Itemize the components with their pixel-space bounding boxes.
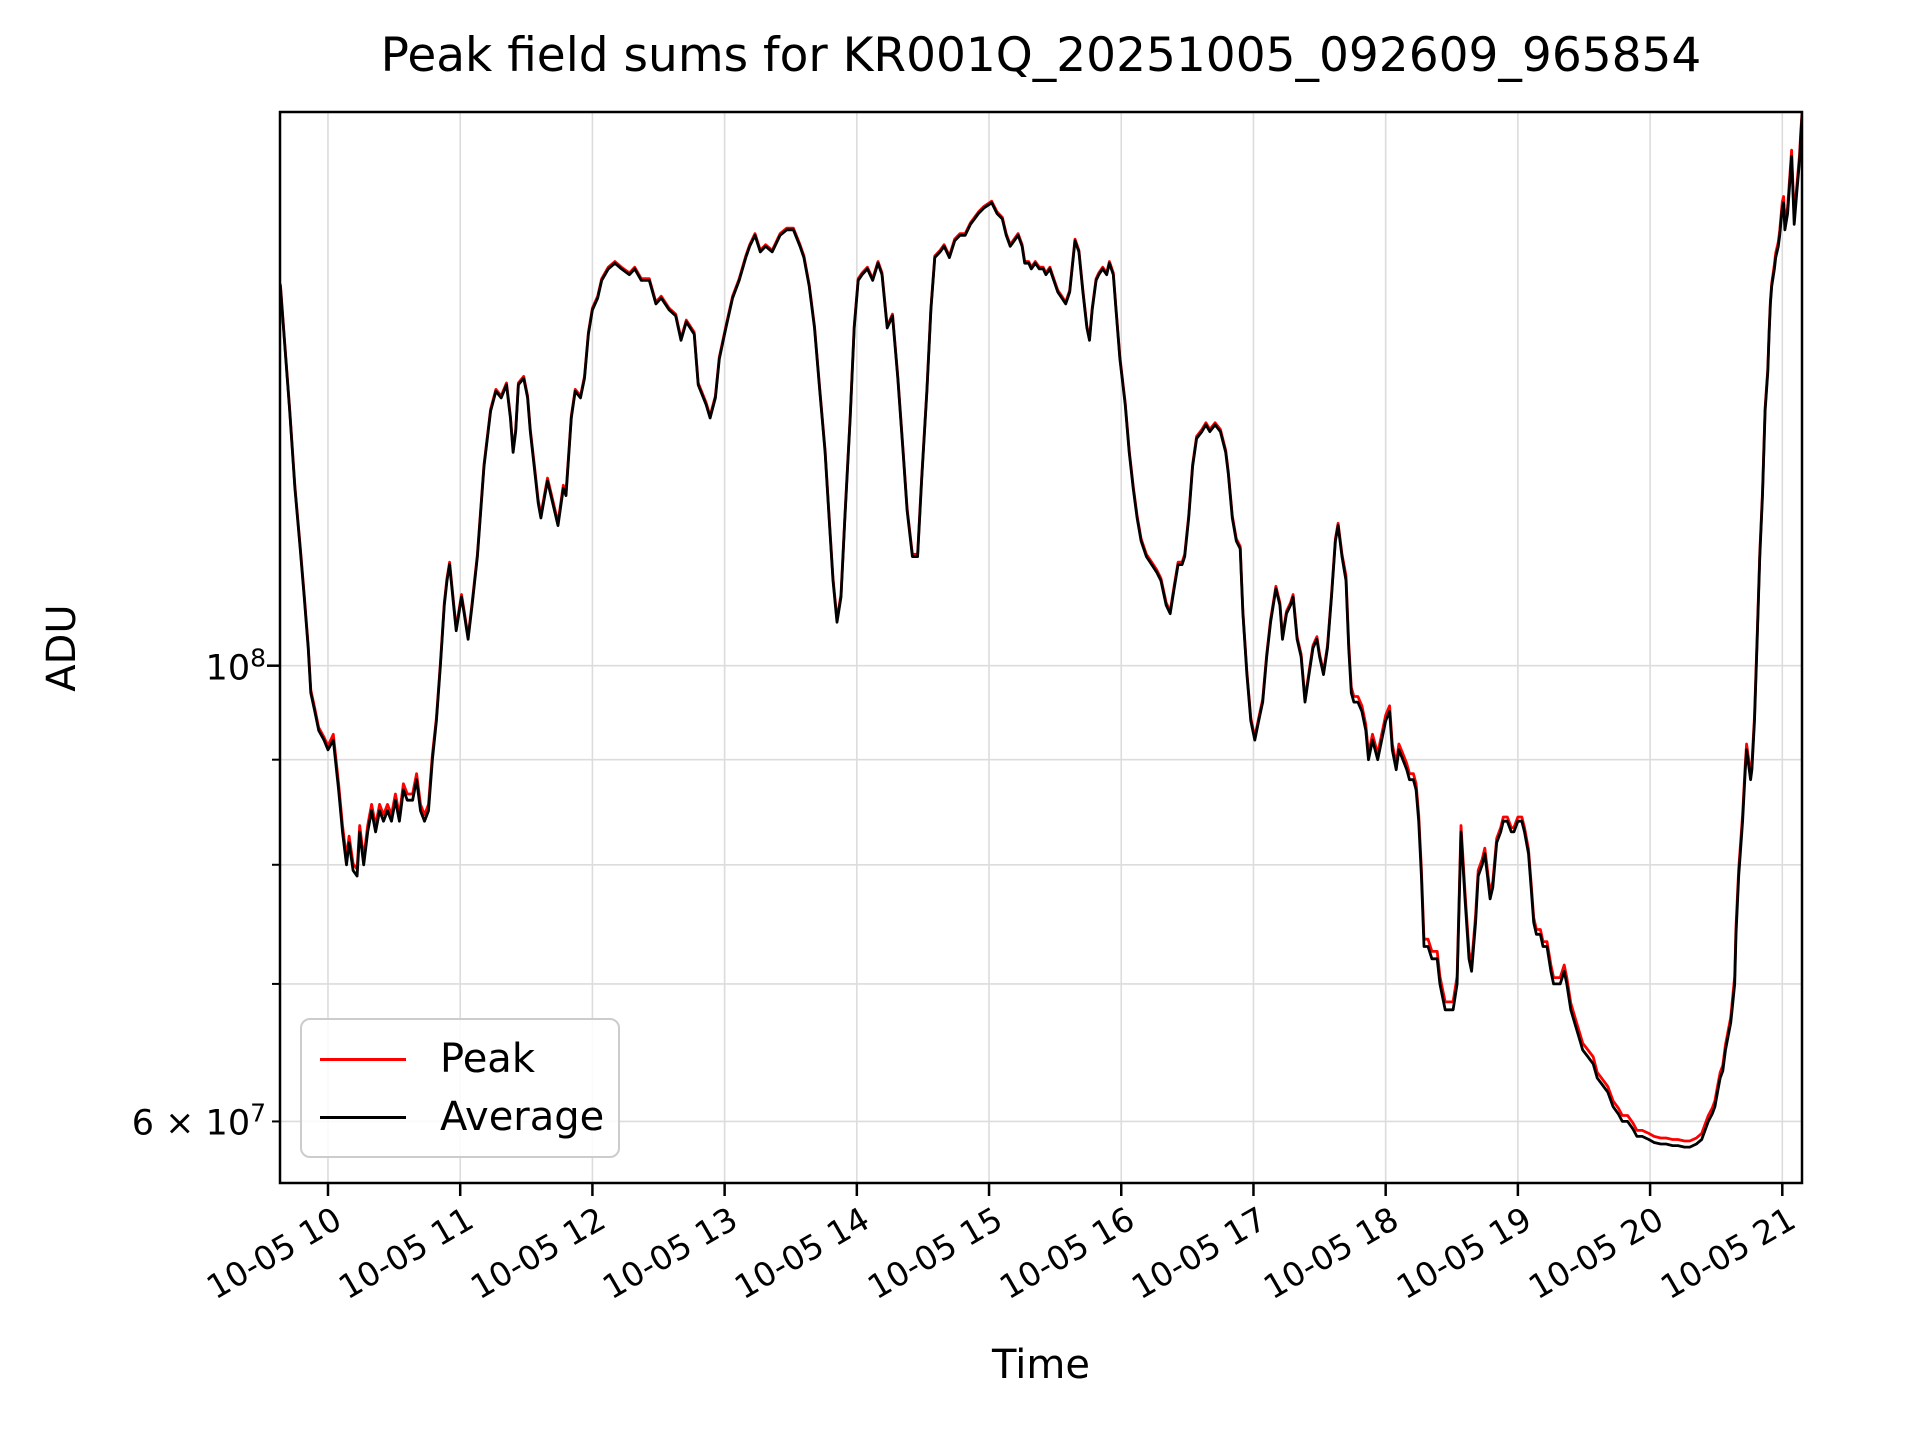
- y-tick-label: 108: [205, 643, 266, 688]
- x-axis-label: Time: [992, 1342, 1090, 1388]
- legend-entry-peak: Peak: [302, 1033, 618, 1085]
- legend-label-average: Average: [440, 1094, 605, 1140]
- legend: Peak Average: [300, 1018, 620, 1158]
- plot-border: [278, 110, 1804, 1185]
- legend-entry-average: Average: [302, 1091, 618, 1143]
- chart-title: Peak field sums for KR001Q_20251005_0926…: [380, 28, 1702, 83]
- y-tick-exponent: 7: [250, 1099, 266, 1129]
- y-tick-label: 6 × 107: [131, 1099, 266, 1144]
- legend-label-peak: Peak: [440, 1036, 535, 1082]
- peak-line: [280, 112, 1802, 1143]
- average-line: [280, 113, 1802, 1149]
- average-line-sample: [320, 1115, 406, 1119]
- y-tick-exponent: 8: [250, 643, 266, 673]
- peak-line-sample: [320, 1057, 406, 1061]
